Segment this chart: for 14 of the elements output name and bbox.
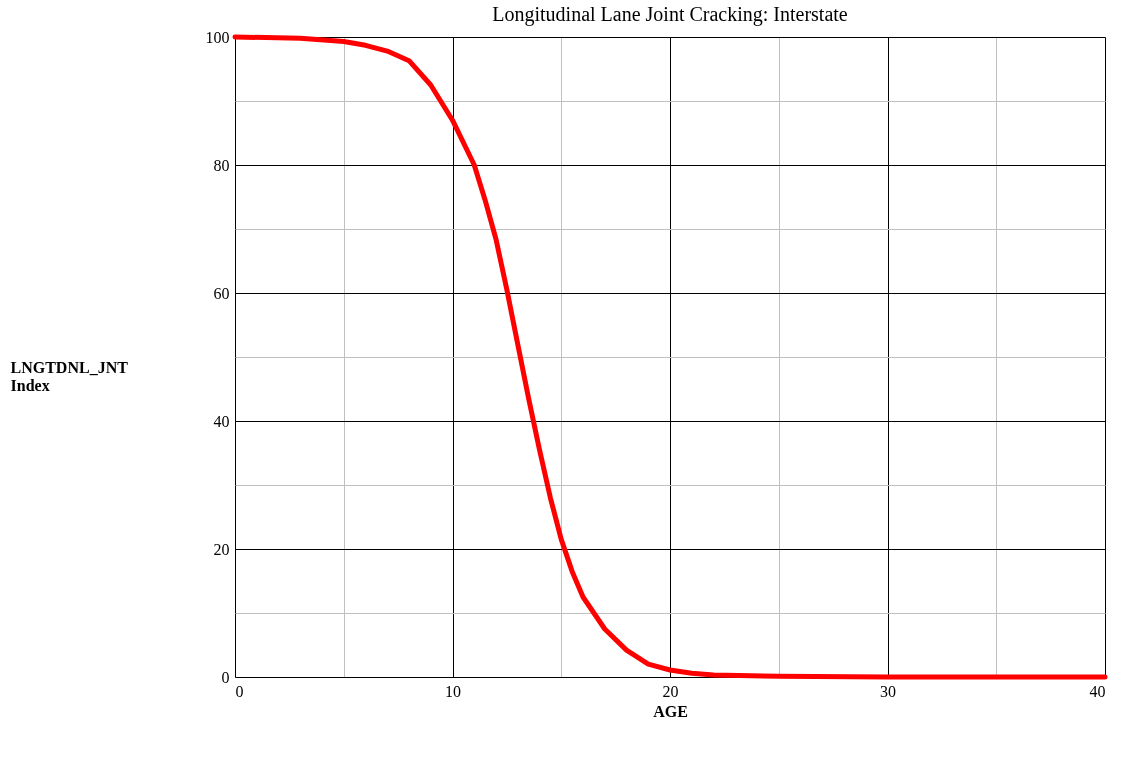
y-tick-label: 80: [213, 156, 230, 174]
y-tick-label: 0: [221, 668, 230, 686]
y-axis-title: LNGTDNL_JNT Index: [10, 358, 129, 394]
y-tick-label: 60: [213, 284, 230, 302]
x-tick-label: 10: [445, 682, 461, 700]
y-tick-label: 20: [213, 540, 230, 558]
chart-title: Longitudinal Lane Joint Cracking: Interstate: [492, 3, 848, 26]
x-tick-label: 20: [662, 682, 679, 700]
x-tick-label: 0: [235, 682, 244, 700]
x-axis-title: AGE: [653, 702, 688, 720]
x-tick-label: 30: [880, 682, 896, 700]
y-tick-label: 100: [205, 28, 230, 46]
x-tick-label: 40: [1089, 682, 1106, 700]
y-tick-label: 40: [213, 412, 230, 430]
